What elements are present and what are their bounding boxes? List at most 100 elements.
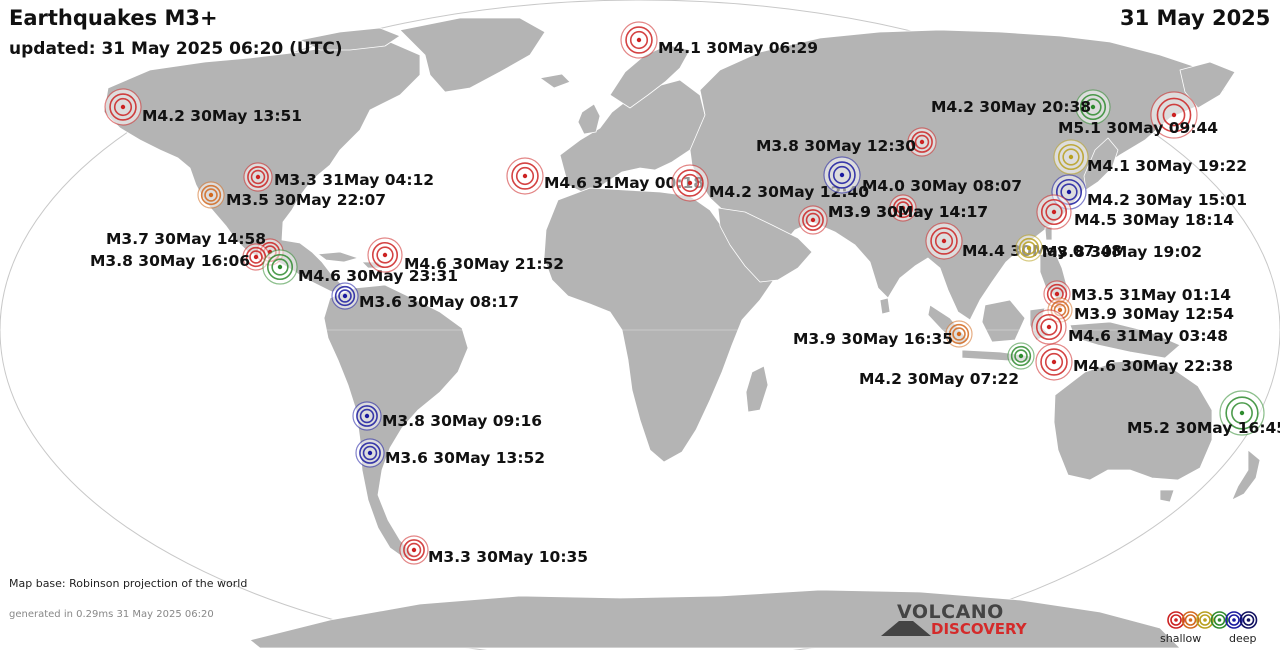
- quake-label-m3-6-30may-13-52[interactable]: M3.6 30May 13:52: [385, 449, 545, 467]
- logo-volcano-text[interactable]: VOLCANO: [897, 601, 1004, 623]
- quake-ring: [802, 209, 824, 231]
- quake-marker-15[interactable]: M3.9 30May 14:17: [828, 194, 988, 222]
- quake-marker-21[interactable]: M4.2 30May 15:01: [1051, 174, 1247, 210]
- quake-label-m3-8-30may-09-16[interactable]: M3.8 30May 09:16: [382, 412, 542, 430]
- legend-ring: [1170, 614, 1182, 626]
- quake-label-m3-5-30may-22-07[interactable]: M3.5 30May 22:07: [226, 191, 386, 209]
- quake-epicenter-dot: [919, 139, 925, 145]
- quake-label-m3-6-30may-08-17[interactable]: M3.6 30May 08:17: [359, 293, 519, 311]
- quake-ring: [1040, 198, 1068, 226]
- quake-marker-25[interactable]: M4.6 31May 03:48: [1031, 309, 1228, 345]
- quake-epicenter-dot: [522, 173, 528, 179]
- quake-marker-18[interactable]: M4.2 30May 20:38: [931, 89, 1111, 125]
- quake-epicenter-dot: [120, 104, 126, 110]
- quake-marker-20[interactable]: M4.1 30May 19:22: [1053, 139, 1247, 175]
- quake-label-m3-9-30may-16-35[interactable]: M3.9 30May 16:35: [793, 330, 953, 348]
- quake-ring: [1057, 143, 1085, 171]
- quake-ring: [359, 442, 381, 464]
- quake-marker-28[interactable]: M4.6 30May 22:38: [1035, 343, 1233, 381]
- quake-label-m3-9-30may-14-17[interactable]: M3.9 30May 14:17: [828, 203, 988, 221]
- quake-epicenter-dot: [1051, 359, 1057, 365]
- quake-ring: [952, 327, 966, 341]
- quake-epicenter-dot: [255, 174, 261, 180]
- quake-ring: [109, 93, 137, 121]
- quake-label-m4-5-30may-18-14[interactable]: M4.5 30May 18:14: [1074, 211, 1234, 229]
- quake-label-m4-0-30may-08-07[interactable]: M4.0 30May 08:07: [862, 177, 1022, 195]
- quake-marker-29[interactable]: M5.2 30May 16:45: [1127, 390, 1280, 437]
- quake-label-m4-2-30may-15-01[interactable]: M4.2 30May 15:01: [1087, 191, 1247, 209]
- quake-label-m4-6-31may-03-48[interactable]: M4.6 31May 03:48: [1068, 327, 1228, 345]
- quake-ring: [376, 246, 394, 264]
- quake-label-m4-6-30may-21-52[interactable]: M4.6 30May 21:52: [404, 255, 564, 273]
- quake-ring: [1040, 318, 1058, 336]
- quake-ring: [113, 97, 133, 117]
- quake-marker-7[interactable]: M4.6 30May 23:31: [262, 249, 458, 285]
- quake-marker-19[interactable]: M5.1 30May 09:44: [1058, 91, 1218, 139]
- quake-label-m5-1-30may-09-44[interactable]: M5.1 30May 09:44: [1058, 119, 1218, 137]
- quake-epicenter-dot: [1171, 112, 1177, 118]
- africa-landmass: [543, 187, 776, 463]
- quake-ring: [204, 188, 218, 202]
- australia-landmass: [1053, 359, 1213, 481]
- quake-marker-17[interactable]: M3.8 30May 19:02: [1015, 234, 1202, 262]
- legend-dot: [1188, 618, 1193, 622]
- tasmania-landmass: [1159, 489, 1175, 503]
- quake-label-m3-8-30may-12-30[interactable]: M3.8 30May 12:30: [756, 137, 916, 155]
- quake-label-m4-6-31may-00-18[interactable]: M4.6 31May 00:18: [544, 174, 704, 192]
- quake-marker-12[interactable]: M3.8 30May 12:30: [756, 127, 937, 157]
- quake-ring: [1014, 349, 1028, 363]
- legend-ring: [1167, 611, 1185, 629]
- quake-epicenter-dot: [342, 293, 348, 299]
- logo-discovery-text[interactable]: DISCOVERY: [931, 620, 1027, 638]
- quake-marker-9[interactable]: M3.6 30May 08:17: [331, 282, 519, 311]
- quake-label-m4-6-30may-22-38[interactable]: M4.6 30May 22:38: [1073, 357, 1233, 375]
- quake-marker-26[interactable]: M3.9 30May 16:35: [793, 320, 973, 348]
- quake-ring: [680, 173, 700, 193]
- quake-label-m3-3-31may-04-12[interactable]: M3.3 31May 04:12: [274, 171, 434, 189]
- madagascar-landmass: [745, 365, 769, 413]
- quake-marker-3[interactable]: M3.3 31May 04:12: [243, 162, 434, 192]
- land-layer: [103, 17, 1261, 649]
- quake-marker-2[interactable]: M4.2 30May 13:51: [104, 88, 302, 126]
- quake-marker-22[interactable]: M4.5 30May 18:14: [1036, 194, 1234, 230]
- quake-label-m4-6-30may-23-31[interactable]: M4.6 30May 23:31: [298, 267, 458, 285]
- quake-marker-32[interactable]: M3.3 30May 10:35: [399, 535, 588, 566]
- quake-label-m4-2-30may-20-38[interactable]: M4.2 30May 20:38: [931, 98, 1091, 116]
- quake-label-m4-2-30may-13-51[interactable]: M4.2 30May 13:51: [142, 107, 302, 125]
- quake-marker-30[interactable]: M3.8 30May 09:16: [352, 401, 542, 431]
- quake-label-m4-1-30may-06-29[interactable]: M4.1 30May 06:29: [658, 39, 818, 57]
- quake-epicenter-dot: [1026, 245, 1032, 251]
- quake-label-m5-2-30may-16-45[interactable]: M5.2 30May 16:45: [1127, 419, 1280, 437]
- updated-timestamp: updated: 31 May 2025 06:20 (UTC): [9, 39, 343, 59]
- quake-marker-6[interactable]: M3.8 30May 16:06: [90, 243, 270, 271]
- quake-label-m4-2-30may-07-22[interactable]: M4.2 30May 07:22: [859, 370, 1019, 388]
- quake-ring: [907, 127, 937, 157]
- quake-label-m3-9-30may-12-54[interactable]: M3.9 30May 12:54: [1074, 305, 1234, 323]
- quake-ring: [1231, 402, 1253, 424]
- legend-depth-swatch-6: [1239, 611, 1258, 629]
- volcano-logo-shape: [881, 621, 931, 636]
- quake-ring: [338, 289, 352, 303]
- quake-marker-10[interactable]: M4.6 31May 00:18: [506, 157, 704, 195]
- quake-label-m4-1-30may-19-22[interactable]: M4.1 30May 19:22: [1087, 157, 1247, 175]
- quake-ring: [930, 227, 958, 255]
- quake-marker-27[interactable]: M4.2 30May 07:22: [859, 342, 1035, 388]
- quake-label-m3-7-30may-14-58[interactable]: M3.7 30May 14:58: [106, 230, 266, 248]
- quake-label-m3-8-30may-16-06[interactable]: M3.8 30May 16:06: [90, 252, 250, 270]
- quake-ring: [403, 539, 425, 561]
- quake-ring: [197, 181, 225, 209]
- legend-depth-swatch-5: [1225, 611, 1243, 629]
- quake-marker-1[interactable]: M4.1 30May 06:29: [620, 21, 818, 59]
- quake-ring: [334, 285, 356, 307]
- quake-ring: [371, 241, 399, 269]
- quake-marker-4[interactable]: M3.5 30May 22:07: [197, 181, 386, 209]
- quake-label-m3-3-30may-10-35[interactable]: M3.3 30May 10:35: [428, 548, 588, 566]
- quake-label-m3-8-30may-19-02[interactable]: M3.8 30May 19:02: [1042, 243, 1202, 261]
- quake-marker-8[interactable]: M4.6 30May 21:52: [367, 237, 564, 273]
- quake-label-m3-5-31may-01-14[interactable]: M3.5 31May 01:14: [1071, 286, 1231, 304]
- quake-epicenter-dot: [277, 264, 283, 270]
- quake-ring: [1022, 241, 1036, 255]
- quake-marker-13[interactable]: M4.0 30May 08:07: [823, 156, 1022, 195]
- quake-ring: [1062, 148, 1080, 166]
- quake-marker-31[interactable]: M3.6 30May 13:52: [355, 438, 545, 468]
